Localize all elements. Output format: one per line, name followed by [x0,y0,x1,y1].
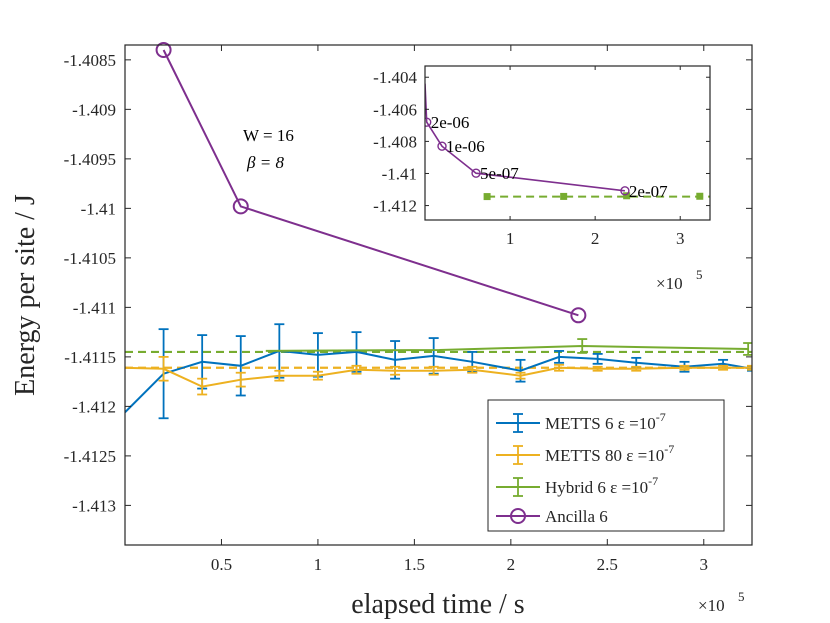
main-series-group [125,49,752,420]
x-tick-label-4: 2 [507,555,516,574]
y-tick-label-5: -1.4105 [64,249,116,268]
inset-x-exponent-power: 5 [696,267,703,282]
series-line-3 [265,344,749,352]
x-axis-exponent: ×10 5 [698,589,745,615]
x-tick-label-5: 2.5 [597,555,618,574]
inset-y-tick-label-4: -1.41 [382,164,417,183]
legend-items: METTS 6 ε =10-7 METTS 80 ε =10-7 Hybrid 6 … [496,410,674,526]
inset-ancilla-label-2: 1e-06 [446,137,485,156]
legend-label-3: Hybrid 6 ε =10-7 [545,474,658,497]
inset-background [425,66,710,220]
annotation-w: W = 16 [243,126,294,145]
x-exponent-power: 5 [738,589,745,604]
main-axes-frame [124,44,753,546]
inset-ancilla-label-4: 2e-07 [629,182,668,201]
inset-ticks: 1 2 3 -1.404 -1.406 -1.408 -1.41 -1.412 [373,66,710,248]
x-exponent-base: ×10 [698,596,725,615]
legend: METTS 6 ε =10-7 METTS 80 ε =10-7 Hybrid 6 … [487,399,725,532]
inset-hybrid-marker-1 [483,193,491,201]
inset-y-tick-label-1: -1.404 [373,68,417,87]
ancilla-marker-2 [232,198,249,215]
inset-ancilla-marker-1 [425,117,432,127]
y-tick-label-9: -1.4125 [64,447,116,466]
y-tick-label-8: -1.412 [72,397,116,416]
y-tick-label-6: -1.411 [73,298,116,317]
inset-y-tick-label-2: -1.406 [373,100,417,119]
inset-ancilla-marker-2 [437,141,447,151]
inset-x-tick-label-2: 2 [591,229,600,248]
y-tick-label-7: -1.4115 [64,348,116,367]
main-data-layer [125,41,752,420]
legend-label-1: METTS 6 ε =10-7 [545,410,666,433]
ancilla-marker-1 [155,41,172,58]
inset-y-tick-label-5: -1.412 [373,197,417,216]
x-tick-label-3: 1.5 [404,555,425,574]
inset-ancilla-label-3: 5e-07 [480,164,519,183]
legend-marker-4 [510,508,526,524]
y-tick-label-1: -1.4085 [64,51,116,70]
legend-label-2: METTS 80 ε =10-7 [545,442,674,465]
x-tick-label-2: 1 [314,555,323,574]
inset-y-tick-label-3: -1.408 [373,132,417,151]
inset-hybrid-marker-4 [696,192,704,200]
y-tick-label-10: -1.413 [72,496,116,515]
inset-x-exponent-base: ×10 [656,274,683,293]
parameter-annotation: W = 16 β = 8 [243,126,294,172]
annotation-beta: β = 8 [246,153,284,172]
main-ticks: 0.5 1 1.5 2 2.5 3-1.4085-1.409-1.4095-1.41-1.… [64,45,752,574]
ancilla-marker-3 [570,307,587,324]
inset-x-tick-label-1: 1 [506,229,515,248]
series-line-4 [162,49,579,317]
legend-box [487,399,725,532]
y-tick-label-2: -1.409 [72,100,116,119]
y-tick-label-4: -1.41 [81,199,116,218]
inset-x-exponent: ×10 5 [656,267,703,293]
y-axis-title: Energy per site / J [10,194,41,396]
x-axis-title: elapsed time / s [351,589,524,620]
inset-ancilla-marker-4 [620,186,630,196]
x-tick-label-1: 0.5 [211,555,232,574]
x-tick-label-6: 3 [700,555,709,574]
inset-x-tick-label-3: 3 [676,229,685,248]
inset-ancilla-label-1: 2e-06 [431,113,470,132]
y-tick-label-3: -1.4095 [64,150,116,169]
inset-ancilla-marker-3 [471,168,481,178]
inset-axes-frame [424,65,711,221]
inset-plot: 2e-06 1e-06 5e-07 2e-07 1 2 3 -1.404 -1.406 -1.4… [373,65,711,293]
inset-hybrid-marker-2 [560,192,568,200]
legend-label-4: Ancilla 6 [545,507,608,526]
main-plot-area: 0.5 1 1.5 2 2.5 3-1.4085-1.409-1.4095-1.41-1.… [64,41,753,574]
inset-hybrid-marker-3 [623,192,631,200]
